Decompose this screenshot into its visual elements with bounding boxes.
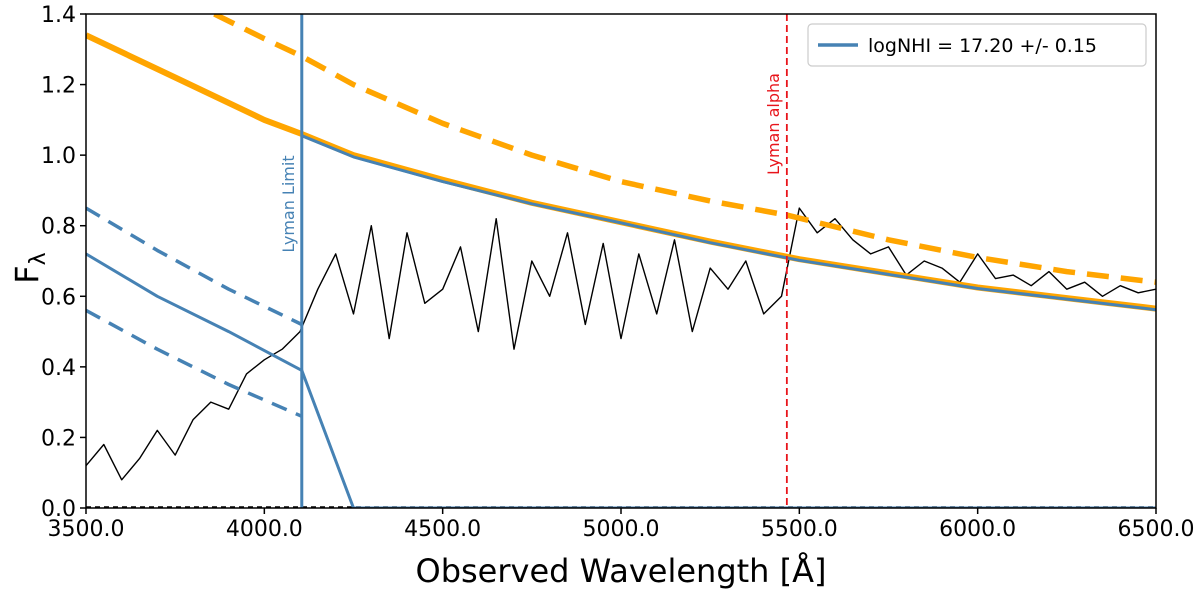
series-line-2 [213, 14, 788, 218]
y-tick-label: 0.6 [41, 285, 76, 310]
y-tick-label: 0.8 [41, 215, 76, 240]
series-line-1 [86, 32, 1156, 312]
x-axis-ticks: 3500.0 4000.0 4500.0 5000.0 5500.0 6000.0 6500… [48, 508, 1195, 542]
x-tick-label: 4500.0 [404, 517, 481, 542]
x-tick-label: 3500.0 [48, 517, 125, 542]
series-line-3 [786, 212, 1156, 285]
y-tick-label: 1.4 [41, 3, 76, 28]
vline-label-1: Lyman alpha [764, 73, 783, 175]
legend-box [807, 23, 1147, 67]
series-line-0 [86, 207, 1156, 481]
vline-label-0: Lyman Limit [279, 155, 298, 252]
x-tick-label: 5000.0 [583, 517, 660, 542]
series-line-5 [86, 206, 303, 327]
x-tick-label: 6000.0 [939, 517, 1016, 542]
svg-text:Fλ: Fλ [8, 252, 51, 283]
series-line-6 [86, 308, 303, 418]
x-tick-label: 4000.0 [226, 517, 303, 542]
series-line-7 [301, 134, 1156, 312]
y-tick-label: 0.0 [41, 497, 76, 522]
series-layer [86, 14, 1156, 508]
vertical-lines: Lyman Limit Lyman alpha [279, 14, 788, 508]
y-axis-label: F [8, 265, 46, 283]
series-line-4 [86, 252, 1156, 508]
x-tick-label: 5500.0 [761, 517, 838, 542]
y-tick-label: 1.0 [41, 144, 76, 169]
x-axis-label: Observed Wavelength [Å] [416, 552, 827, 590]
y-axis-label-subscript: λ [26, 252, 51, 265]
legend-label: logNHI = 17.20 +/- 0.15 [868, 35, 1097, 57]
legend: logNHI = 17.20 +/- 0.15 [807, 23, 1147, 67]
y-tick-label: 0.4 [41, 356, 76, 381]
y-tick-label: 1.2 [41, 74, 76, 99]
y-axis-ticks: 0.0 0.2 0.4 0.6 0.8 1.0 1.2 1.4 [41, 3, 86, 522]
y-tick-label: 0.2 [41, 426, 76, 451]
x-tick-label: 6500.0 [1118, 517, 1195, 542]
y-axis-label-group: Fλ [8, 252, 51, 283]
